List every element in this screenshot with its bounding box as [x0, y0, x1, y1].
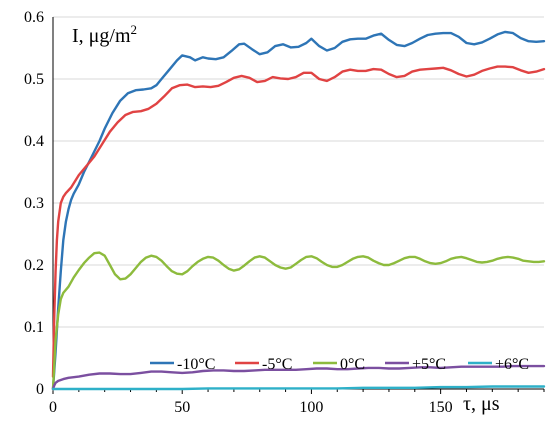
x-tick-label: 0	[49, 399, 57, 416]
legend-label-2: -5°C	[262, 356, 292, 373]
y-tick-label: 0.5	[24, 71, 44, 88]
x-tick-label: 50	[174, 399, 190, 416]
y-tick-label: 0.2	[24, 257, 44, 274]
x-tick-label: 150	[429, 399, 453, 416]
y-tick-label: 0.3	[24, 195, 44, 212]
legend-label-1: -10°C	[177, 356, 215, 373]
y-axis-label: I, μg/m2	[72, 22, 137, 47]
x-tick-label: 100	[299, 399, 323, 416]
series-line-4	[51, 364, 546, 391]
y-tick-label: 0.1	[24, 319, 44, 336]
grid	[53, 16, 544, 328]
legend: -10°C -5°C 0°C +5°C +6°C	[150, 356, 529, 373]
legend-label-4: +5°C	[412, 356, 446, 373]
legend-label-5: +6°C	[495, 356, 529, 373]
series-line-5	[51, 385, 546, 391]
y-tick-label: 0	[36, 381, 44, 398]
series-line-1	[51, 30, 546, 391]
y-axis-label-superscript: 2	[131, 22, 138, 37]
series-lines	[51, 30, 546, 391]
y-tick-label: 0.6	[24, 9, 44, 26]
x-axis-label: τ, μs	[463, 393, 500, 415]
series-line-3	[51, 251, 546, 391]
series-line-2	[51, 65, 546, 378]
y-tick-label: 0.4	[24, 133, 44, 150]
axes: 0 0.1 0.2 0.3 0.4 0.5 0.6 0 50 100 150	[24, 9, 545, 416]
legend-label-3: 0°C	[340, 356, 365, 373]
